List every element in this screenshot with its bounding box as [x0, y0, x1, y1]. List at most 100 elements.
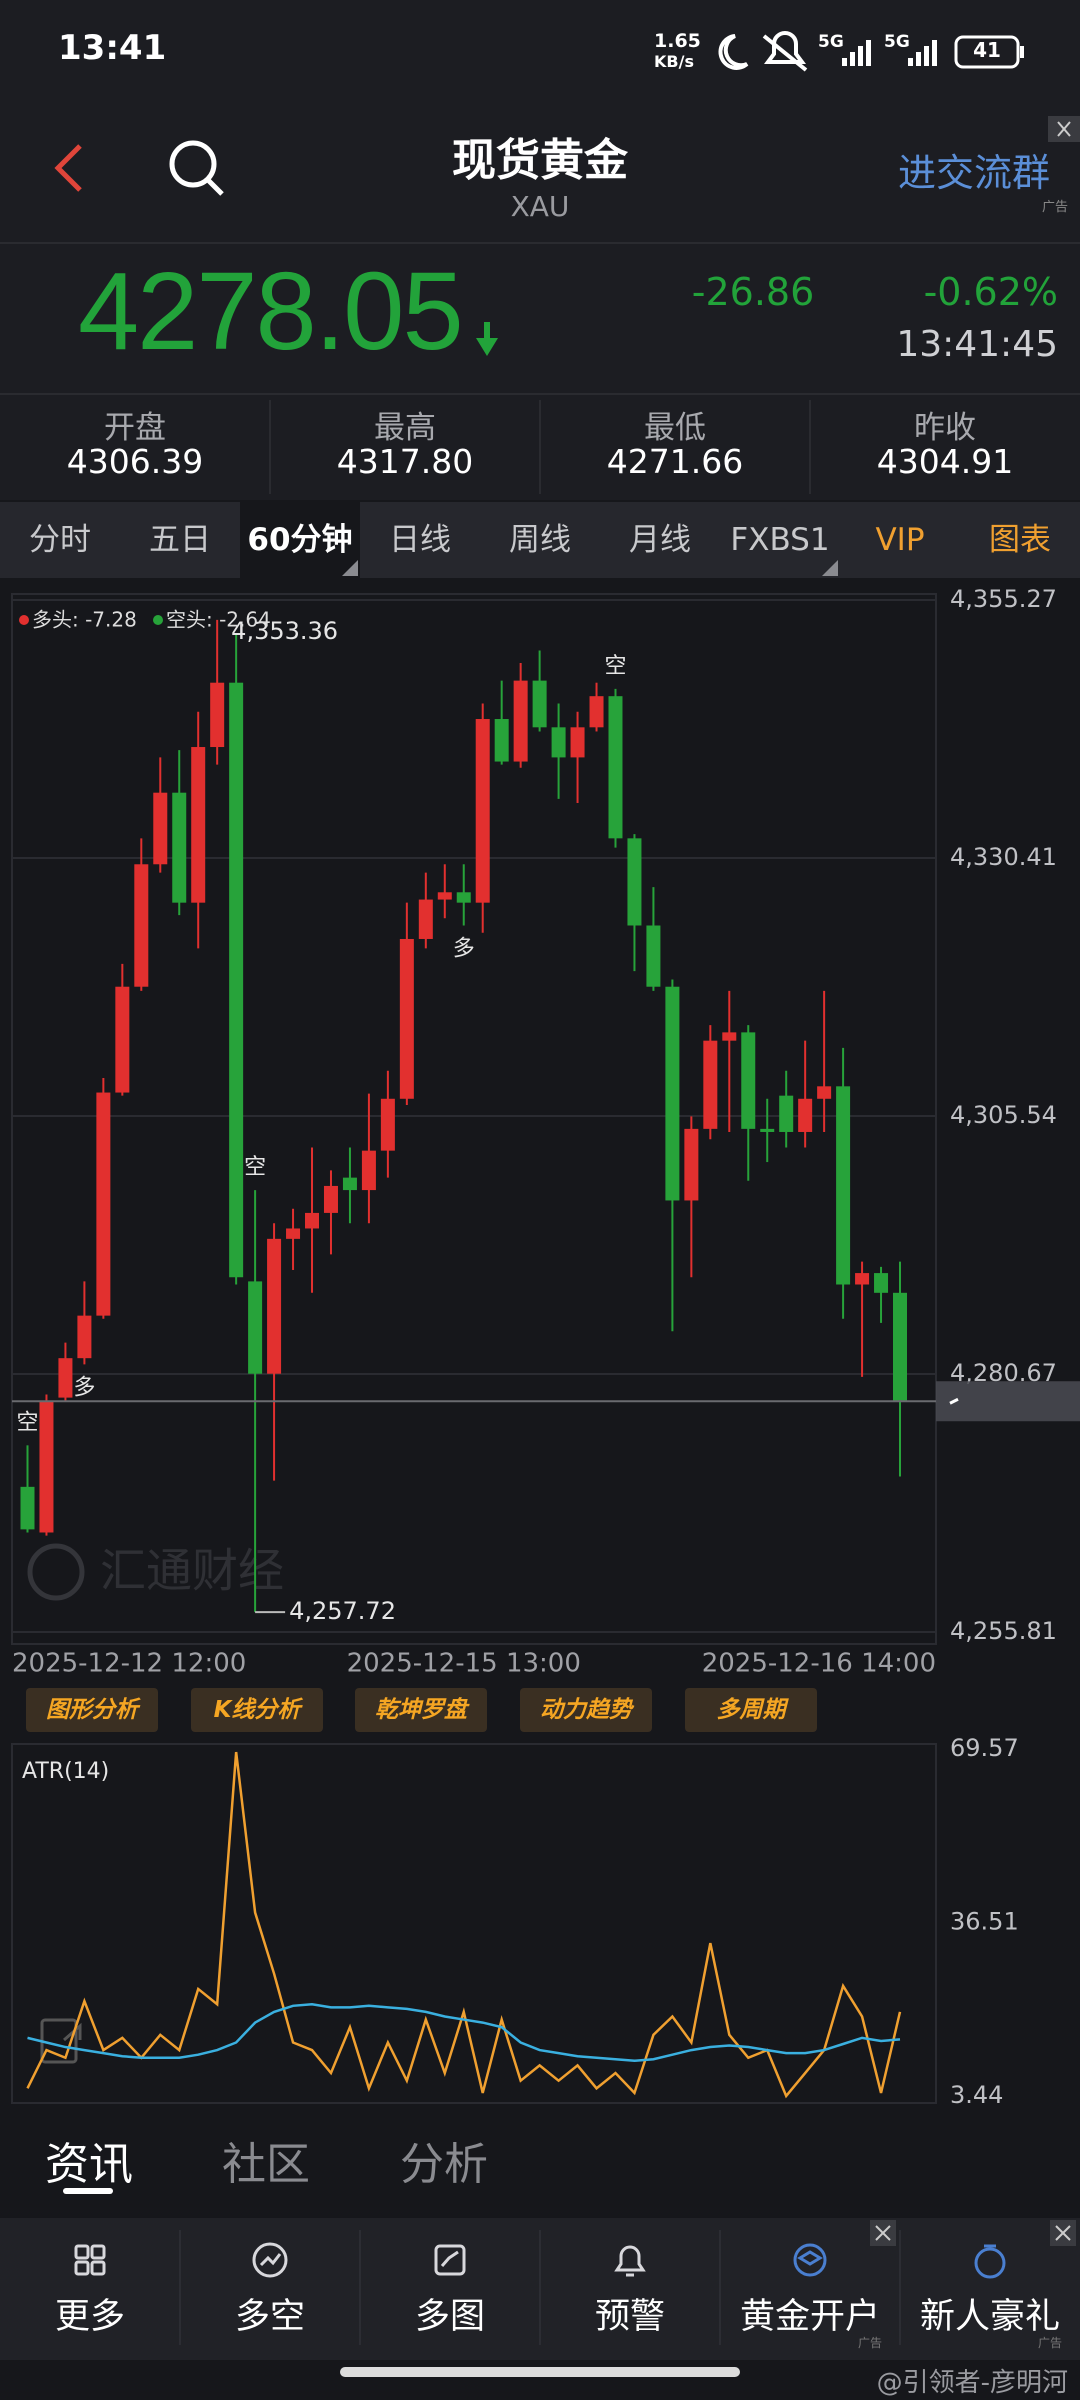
back-button[interactable]: [54, 144, 82, 192]
nav-icon: [793, 2243, 827, 2277]
candle-body: [323, 1185, 338, 1213]
ad-close[interactable]: [1048, 116, 1080, 142]
tool-button[interactable]: 动力趋势: [540, 1697, 632, 1723]
signal-label: 空: [16, 1410, 38, 1435]
y-tick-label: 4,255.81: [950, 1617, 1057, 1645]
y-tick-label: 36.51: [950, 1907, 1019, 1935]
tab[interactable]: 60分钟: [247, 522, 353, 558]
tool-button[interactable]: 乾坤罗盘: [375, 1697, 467, 1723]
candle-body: [684, 1128, 699, 1201]
nav-item[interactable]: 黄金开户: [739, 2297, 880, 2337]
status-time: 13:41: [58, 28, 167, 68]
divider: [0, 242, 1080, 244]
candle-body: [874, 1273, 889, 1293]
tab[interactable]: 月线: [629, 522, 691, 558]
candle-body: [589, 696, 604, 728]
candle-body: [798, 1098, 813, 1132]
stat-value: 4304.91: [876, 442, 1014, 481]
candle-body: [267, 1238, 282, 1374]
candle-body: [115, 986, 130, 1093]
watermark-logo: [27, 1543, 85, 1601]
stat-label: 昨收: [914, 410, 976, 446]
nav-item[interactable]: 多图: [414, 2297, 485, 2337]
signal-label: 空: [244, 1155, 266, 1180]
candle-body: [627, 838, 642, 926]
search-button[interactable]: [169, 140, 224, 196]
candle-body: [646, 925, 661, 987]
candle-body: [456, 892, 471, 903]
section-tab[interactable]: 社区: [222, 2139, 310, 2190]
tab-dropdown: [342, 560, 358, 576]
tab[interactable]: 日线: [389, 522, 451, 558]
nav-icon: [434, 2244, 466, 2276]
nav-icon: [797, 2250, 823, 2266]
section-tab[interactable]: 分析: [400, 2139, 488, 2190]
nav-item[interactable]: 更多: [54, 2297, 125, 2337]
signal-bars: [842, 40, 937, 66]
candle-body: [134, 864, 149, 987]
quote-time: 13:41:45: [896, 324, 1058, 365]
candle-body: [665, 986, 680, 1201]
ad-tag: 广告: [1042, 200, 1069, 215]
nav-item[interactable]: 多空: [234, 2297, 305, 2337]
divider: [0, 393, 1080, 395]
candle-body: [741, 1032, 756, 1129]
nav-icon: [974, 2247, 1006, 2279]
nav-item[interactable]: 预警: [594, 2297, 665, 2337]
candle-body: [532, 680, 547, 728]
nav-icon: [90, 2260, 106, 2276]
candle-body: [248, 1281, 263, 1374]
candle-body: [494, 719, 509, 762]
mute-icon: [762, 31, 808, 72]
nav-icon: [90, 2244, 106, 2260]
watermark: 汇通财经: [100, 1544, 284, 1598]
tab[interactable]: VIP: [875, 522, 925, 558]
y-tick-label: 4,305.54: [950, 1101, 1057, 1129]
tab[interactable]: 周线: [509, 522, 571, 558]
tab[interactable]: 图表: [989, 522, 1051, 558]
tool-button[interactable]: 图形分析: [46, 1697, 138, 1723]
section-tab[interactable]: 资讯: [45, 2139, 133, 2190]
battery-frame: [954, 35, 1020, 69]
candle-body: [399, 938, 414, 1099]
candle-body: [58, 1358, 73, 1398]
nav-item[interactable]: 新人豪礼: [919, 2297, 1060, 2337]
stat-label: 最低: [644, 410, 706, 446]
candle-body: [551, 727, 566, 758]
x-tick-label: 2025-12-15 13:00: [347, 1649, 581, 1679]
tab-active-bg: [240, 502, 360, 578]
nav-icon: [74, 2244, 90, 2260]
legend-label: 空头: -2.64: [166, 608, 271, 632]
battery-tip: [1020, 46, 1024, 58]
stat-value: 4306.39: [66, 442, 204, 481]
candle-body: [380, 1098, 395, 1151]
tab[interactable]: 分时: [29, 522, 91, 558]
tool-button-bg: [26, 1688, 158, 1732]
group-button[interactable]: 进交流群: [898, 151, 1051, 195]
y-tick-label: 3.44: [950, 2081, 1003, 2109]
tool-button[interactable]: 多周期: [716, 1697, 786, 1723]
atr-line: [26, 1751, 902, 2099]
min-label: 4,257.72: [289, 1597, 396, 1625]
tab-dropdown: [822, 560, 838, 576]
tool-button-bg: [520, 1688, 652, 1732]
candle-body: [836, 1086, 851, 1285]
candle-body: [513, 680, 528, 762]
candle-body: [153, 792, 168, 865]
stat-label: 开盘: [104, 410, 166, 446]
candle-body: [760, 1128, 775, 1132]
tool-button-bg: [685, 1688, 817, 1732]
price-arrow: [476, 322, 498, 356]
tab[interactable]: 五日: [149, 522, 211, 558]
candle-body: [77, 1315, 92, 1359]
last-price-tick: [949, 1397, 959, 1405]
tool-button[interactable]: K线分析: [213, 1697, 301, 1723]
signal-label: 5G: [884, 32, 910, 52]
stat-label: 最高: [374, 410, 436, 446]
tab[interactable]: FXBS1: [730, 522, 830, 558]
candle-body: [229, 682, 244, 1278]
candle-body: [608, 696, 623, 839]
candle-body: [342, 1177, 357, 1191]
signal-label: 多: [453, 936, 475, 961]
